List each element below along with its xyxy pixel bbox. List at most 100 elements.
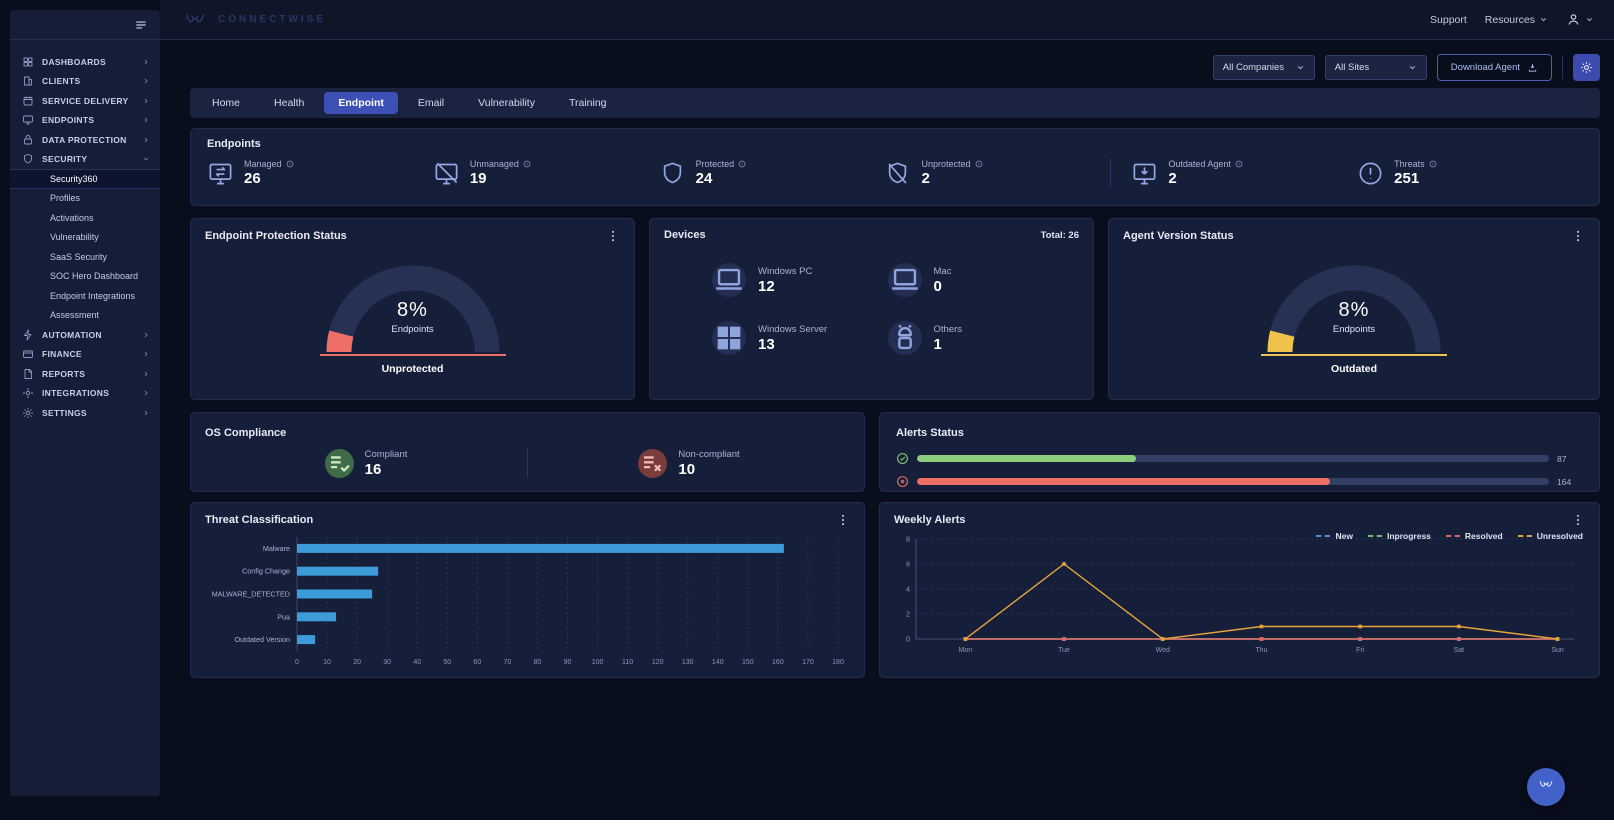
unmanaged-endpoints-icon bbox=[433, 160, 460, 187]
legend-item-inprogress[interactable]: Inprogress bbox=[1367, 531, 1431, 541]
device-windows-server: Windows Server 13 bbox=[712, 321, 888, 355]
kebab-menu-icon[interactable] bbox=[1571, 513, 1585, 527]
alert-progress-track bbox=[917, 455, 1549, 462]
chevron-right-icon bbox=[142, 136, 150, 144]
gauge-underline bbox=[1261, 354, 1447, 356]
sidebar-item-label: SETTINGS bbox=[42, 407, 87, 418]
automation-icon bbox=[22, 329, 34, 341]
sidebar-subitem-soc-hero-dashboard[interactable]: SOC Hero Dashboard bbox=[50, 271, 139, 282]
tab-email[interactable]: Email bbox=[417, 97, 445, 109]
svg-text:130: 130 bbox=[682, 659, 694, 666]
stat-unmanaged: Unmanaged 19 bbox=[433, 159, 659, 187]
sidebar-item-label: ENDPOINTS bbox=[42, 115, 95, 126]
legend-item-resolved[interactable]: Resolved bbox=[1445, 531, 1503, 541]
sidebar-subitem-activations[interactable]: Activations bbox=[50, 212, 94, 223]
download-agent-button[interactable]: Download Agent bbox=[1436, 53, 1552, 81]
sidebar-subitem-endpoint-integrations[interactable]: Endpoint Integrations bbox=[50, 290, 136, 301]
chevron-down-icon bbox=[1408, 63, 1417, 72]
line-chart-svg: 0 2 4 6 8 Mon Tue Wed Thu Fri Sat Sun bbox=[906, 537, 1574, 654]
sidebar-item-data-protection[interactable]: DATA PROTECTION bbox=[10, 130, 160, 150]
device-mac: Mac 0 bbox=[887, 263, 1064, 297]
device-value: 0 bbox=[933, 277, 942, 295]
stat-managed: Managed 26 bbox=[207, 159, 433, 187]
tab-home[interactable]: Home bbox=[212, 97, 241, 109]
kebab-menu-icon[interactable] bbox=[606, 229, 620, 243]
support-link[interactable]: Support bbox=[1430, 13, 1467, 26]
chevron-right-icon bbox=[142, 389, 150, 397]
bar-pua bbox=[297, 612, 337, 622]
companies-select[interactable]: All Companies bbox=[1212, 54, 1315, 80]
legend-marker bbox=[1517, 535, 1532, 537]
os-text: Compliant 16 bbox=[365, 449, 408, 478]
sidebar-subitem-saas-security[interactable]: SaaS Security bbox=[50, 251, 108, 262]
connectwise-logo-icon bbox=[180, 10, 210, 30]
legend-label: New bbox=[1335, 531, 1353, 541]
os-value: 16 bbox=[364, 461, 382, 478]
stat-label: Unprotected bbox=[921, 159, 982, 169]
settings-button[interactable] bbox=[1573, 53, 1600, 81]
filter-bar: All Companies All Sites Download Agent bbox=[190, 48, 1600, 86]
svg-text:MALWARE_DETECTED: MALWARE_DETECTED bbox=[212, 590, 290, 599]
sidebar-item-finance[interactable]: FINANCE bbox=[10, 345, 160, 365]
device-value: 13 bbox=[758, 335, 775, 353]
outdated-agent-icon bbox=[1131, 160, 1158, 187]
chevron-right-icon bbox=[142, 116, 150, 124]
stat-value: 24 bbox=[695, 170, 713, 187]
chevron-right-icon bbox=[142, 350, 150, 358]
sidebar-item-reports[interactable]: REPORTS bbox=[10, 364, 160, 384]
tab-training[interactable]: Training bbox=[568, 97, 607, 109]
svg-text:90: 90 bbox=[564, 659, 572, 666]
stat-label-text: Protected bbox=[695, 159, 735, 169]
sidebar-item-clients[interactable]: CLIENTS bbox=[10, 72, 160, 92]
sidebar-item-endpoints[interactable]: ENDPOINTS bbox=[10, 111, 160, 131]
svg-text:Outdated Version: Outdated Version bbox=[234, 635, 290, 644]
legend-label: Inprogress bbox=[1386, 531, 1431, 541]
devices-total: Total: 26 bbox=[1040, 229, 1079, 241]
gauge-sublabel: Endpoints bbox=[391, 324, 434, 335]
legend-item-unresolved[interactable]: Unresolved bbox=[1517, 531, 1583, 541]
resources-menu[interactable]: Resources bbox=[1485, 14, 1548, 26]
device-text: Windows Server 13 bbox=[758, 324, 827, 353]
chart-legend: New Inprogress Resolved Unresolved bbox=[1316, 531, 1583, 541]
dashboards-icon bbox=[22, 56, 34, 68]
sidebar-subitem-vulnerability[interactable]: Vulnerability bbox=[50, 232, 99, 243]
chevron-down-icon bbox=[142, 155, 150, 163]
user-menu[interactable] bbox=[1566, 12, 1594, 27]
endpoints-card-title: Endpoints bbox=[207, 138, 261, 150]
sidebar-subitem-assessment[interactable]: Assessment bbox=[50, 310, 100, 321]
kebab-menu-icon[interactable] bbox=[1571, 229, 1585, 243]
sidebar-subitem-security360[interactable]: Security360 bbox=[10, 169, 160, 189]
agent-gauge-chart bbox=[1267, 265, 1441, 353]
sidebar-item-automation[interactable]: AUTOMATION bbox=[10, 325, 160, 345]
info-icon bbox=[738, 160, 746, 168]
stat-text: Outdated Agent 2 bbox=[1168, 159, 1243, 187]
card-title: Endpoint Protection Status bbox=[205, 230, 347, 242]
connectwise-fab-button[interactable] bbox=[1527, 768, 1565, 806]
sites-select[interactable]: All Sites bbox=[1324, 54, 1427, 80]
stat-value: 2 bbox=[1168, 170, 1177, 187]
legend-item-new[interactable]: New bbox=[1316, 531, 1353, 541]
device-label: Others bbox=[933, 323, 963, 335]
others-icon bbox=[887, 321, 922, 355]
sidebar-item-service-delivery[interactable]: SERVICE DELIVERY bbox=[10, 91, 160, 111]
sidebar-item-security[interactable]: SECURITY bbox=[10, 150, 160, 170]
protection-gauge-chart bbox=[325, 265, 499, 353]
tab-health[interactable]: Health bbox=[274, 97, 305, 109]
hamburger-menu-icon[interactable] bbox=[134, 18, 148, 32]
sidebar-item-dashboards[interactable]: DASHBOARDS bbox=[10, 52, 160, 72]
svg-text:Wed: Wed bbox=[1156, 647, 1170, 654]
threats-icon bbox=[1357, 160, 1384, 187]
tab-endpoint[interactable]: Endpoint bbox=[324, 92, 398, 114]
kebab-menu-icon[interactable] bbox=[836, 513, 850, 527]
sidebar-subitem-profiles[interactable]: Profiles bbox=[50, 193, 81, 204]
svg-text:70: 70 bbox=[503, 659, 511, 666]
sidebar-item-integrations[interactable]: INTEGRATIONS bbox=[10, 384, 160, 404]
sidebar-item-settings[interactable]: SETTINGS bbox=[10, 403, 160, 423]
tab-vulnerability[interactable]: Vulnerability bbox=[478, 97, 535, 109]
chevron-right-icon bbox=[142, 58, 150, 66]
agent-version-status-card: Agent Version Status 8% Endpoints Outdat… bbox=[1108, 218, 1600, 400]
svg-text:60: 60 bbox=[473, 659, 481, 666]
chevron-right-icon bbox=[142, 331, 150, 339]
integrations-icon bbox=[22, 387, 34, 399]
svg-text:120: 120 bbox=[652, 659, 664, 666]
